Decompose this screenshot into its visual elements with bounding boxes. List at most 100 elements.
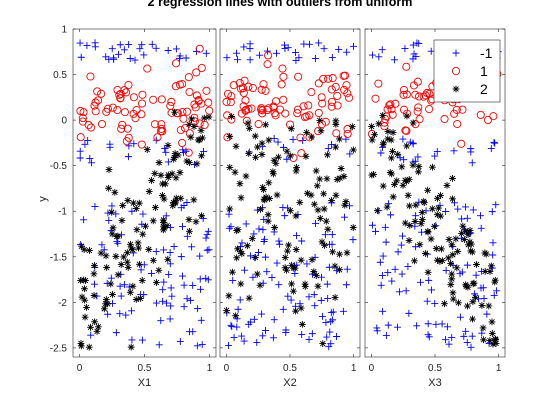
data-point-series-neg1 [467,343,475,351]
data-point-series-1 [294,72,303,81]
data-point-series-2 [233,254,241,262]
data-point-series-neg1 [261,253,269,261]
data-point-series-2 [168,170,176,178]
data-point-series-1 [117,124,126,133]
data-point-series-neg1 [140,291,148,299]
data-point-series-neg1 [242,220,250,228]
data-point-series-neg1 [106,143,114,151]
data-point-series-2 [114,271,122,279]
data-point-series-neg1 [323,333,331,341]
data-point-series-neg1 [183,199,191,207]
data-point-series-2 [254,143,261,151]
y-tick-label: -0.5 [50,161,68,172]
data-point-series-2 [393,177,401,185]
data-point-series-neg1 [172,45,180,53]
data-point-series-2 [370,170,378,178]
data-point-series-2 [467,240,475,248]
chart-title: 2 regression lines with outliers from un… [148,0,413,9]
panel-x1: 0 0.5 1 X1 1 0.5 0 -0.5 -1 -1.5 -2 -2.5 [50,25,217,389]
data-point-series-2 [225,292,233,300]
data-point-series-1 [178,108,187,117]
data-point-series-neg1 [441,336,449,344]
data-point-series-neg1 [493,287,501,295]
data-point-series-2 [412,201,420,209]
data-point-series-2 [301,283,309,290]
data-point-series-neg1 [227,223,235,231]
data-point-series-2 [332,120,340,128]
data-point-series-1 [458,105,467,114]
data-point-series-neg1 [170,243,178,251]
data-point-series-1 [342,81,351,90]
data-point-series-2 [199,134,206,142]
data-point-series-neg1 [438,320,446,328]
data-point-series-neg1 [323,280,331,288]
data-point-series-neg1 [308,330,316,338]
data-point-series-2 [244,119,252,127]
data-point-series-neg1 [148,40,156,48]
data-point-series-2 [129,246,137,254]
data-point-series-2 [288,280,295,288]
data-point-series-1 [340,71,350,80]
data-point-series-2 [275,153,282,161]
data-point-series-neg1 [83,42,91,50]
data-point-series-2 [287,125,295,133]
data-point-series-1 [118,120,127,129]
data-point-series-2 [264,217,272,225]
data-point-series-neg1 [325,263,333,271]
data-point-series-2 [237,247,244,255]
data-point-series-1 [263,60,272,69]
data-point-series-2 [292,246,300,253]
data-point-series-neg1 [176,52,184,60]
x-tick-label: 1 [207,363,213,374]
data-point-series-2 [102,300,109,308]
data-point-series-neg1 [240,337,248,345]
data-point-series-neg1 [398,270,406,278]
data-point-series-neg1 [448,334,456,342]
data-point-series-2 [262,193,270,201]
data-point-series-2 [459,222,467,230]
data-point-series-1 [153,133,162,142]
data-point-series-neg1 [376,258,384,266]
data-point-series-2 [373,207,381,215]
data-point-series-1 [489,112,498,121]
x-tick-label: 1 [351,363,357,374]
data-point-series-2 [256,281,264,289]
data-point-series-2 [257,205,264,213]
data-point-series-neg1 [310,291,318,299]
data-point-series-1 [248,83,257,93]
data-point-series-1 [236,84,245,93]
data-point-series-neg1 [162,212,170,220]
data-point-series-1 [374,79,383,88]
data-point-series-2 [123,249,131,257]
data-point-series-1 [222,97,231,106]
data-point-series-1 [116,94,125,103]
data-point-series-neg1 [276,240,284,248]
data-point-series-2 [133,226,141,234]
data-point-series-neg1 [247,252,255,260]
data-point-series-2 [418,216,426,223]
data-point-series-1 [327,97,337,106]
data-point-series-neg1 [233,323,241,331]
data-point-series-neg1 [76,39,84,47]
data-point-series-neg1 [378,46,386,54]
data-point-series-2 [155,266,163,274]
data-point-series-neg1 [230,333,238,341]
x-tick-label: 0 [77,363,83,374]
data-point-series-2 [486,268,494,275]
data-point-series-neg1 [238,332,246,340]
data-point-series-2 [130,199,137,207]
data-point-series-neg1 [157,317,165,325]
data-point-series-1 [180,124,190,133]
data-point-series-neg1 [124,153,132,161]
data-point-series-2 [149,217,157,225]
data-point-series-1 [108,103,117,112]
data-point-series-1 [93,87,102,96]
data-point-series-2 [368,136,376,144]
data-point-series-2 [78,293,86,301]
data-point-series-neg1 [469,206,477,214]
data-point-series-neg1 [460,332,468,340]
data-point-series-1 [183,107,192,116]
data-point-series-1 [296,133,305,142]
data-point-series-neg1 [483,310,491,318]
data-point-series-neg1 [324,294,332,302]
